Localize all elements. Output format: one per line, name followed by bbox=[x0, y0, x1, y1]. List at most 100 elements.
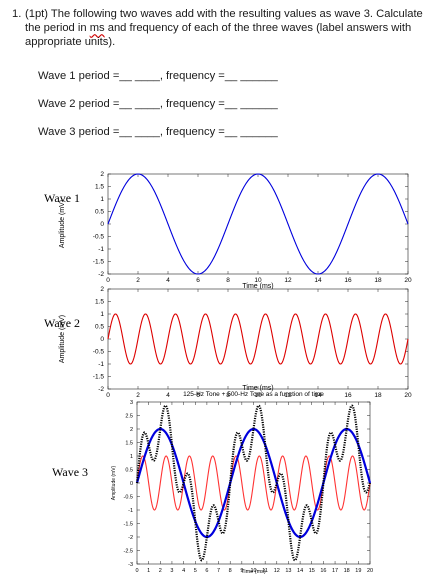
plot-frame bbox=[136, 401, 371, 565]
y-tick-label: -1 bbox=[98, 361, 104, 368]
question-text-end: and frequency of each of the three waves… bbox=[25, 22, 412, 49]
x-tick-label: 0 bbox=[106, 277, 110, 284]
frequency-blank[interactable]: __ ______ bbox=[224, 98, 278, 110]
series-line-3 bbox=[135, 404, 372, 562]
x-tick-label: 6 bbox=[196, 277, 200, 284]
series-line-1 bbox=[135, 427, 372, 539]
x-tick-label: 20 bbox=[404, 392, 412, 399]
frequency-label: , frequency = bbox=[159, 98, 225, 110]
chart-title: 125-Hz Tone + 500-Hz Tone as a function … bbox=[183, 391, 324, 398]
x-tick-label: 15 bbox=[309, 568, 315, 574]
x-tick-label: 4 bbox=[166, 392, 170, 399]
y-tick-label: 1 bbox=[100, 311, 104, 318]
y-tick-label: -3 bbox=[128, 562, 133, 568]
question-number: 1. bbox=[12, 8, 22, 20]
x-tick-label: 0 bbox=[135, 568, 138, 574]
x-tick-label: 2 bbox=[159, 568, 162, 574]
x-tick-label: 18 bbox=[344, 568, 350, 574]
y-tick-label: 1.5 bbox=[95, 299, 104, 306]
x-tick-label: 2 bbox=[136, 392, 140, 399]
y-tick-label: 0.5 bbox=[95, 324, 104, 331]
y-tick-label: 0 bbox=[100, 221, 104, 228]
period-blank[interactable]: __ ____ bbox=[119, 126, 160, 138]
x-tick-label: 1 bbox=[147, 568, 150, 574]
wave1-answer-row: Wave 1 period = __ ____, frequency = __ … bbox=[38, 70, 278, 82]
plot-frame bbox=[107, 173, 409, 275]
y-tick-label: -2 bbox=[128, 535, 133, 541]
x-tick-label: 20 bbox=[404, 277, 412, 284]
x-axis-label: Time (ms) bbox=[242, 283, 273, 290]
x-tick-label: 8 bbox=[229, 568, 232, 574]
x-tick-label: 16 bbox=[320, 568, 326, 574]
series-line-1 bbox=[107, 173, 409, 275]
x-tick-label: 7 bbox=[217, 568, 220, 574]
period-label: Wave 2 period = bbox=[38, 98, 120, 110]
frequency-label: , frequency = bbox=[159, 70, 225, 82]
y-tick-label: 1.5 bbox=[95, 184, 104, 191]
y-tick-label: -1.5 bbox=[93, 259, 105, 266]
x-axis-label: Time (ms) bbox=[242, 385, 273, 392]
ms-unit: ms bbox=[89, 22, 105, 35]
x-tick-label: 4 bbox=[166, 277, 170, 284]
period-blank[interactable]: __ ____ bbox=[119, 98, 160, 110]
wave2-answer-row: Wave 2 period = __ ____, frequency = __ … bbox=[38, 98, 278, 110]
x-tick-label: 17 bbox=[332, 568, 338, 574]
y-axis-label: Amplitude (mV) bbox=[59, 200, 66, 248]
x-tick-label: 8 bbox=[226, 277, 230, 284]
y-tick-label: 2 bbox=[130, 427, 133, 433]
plot-frame bbox=[107, 288, 409, 390]
y-axis-label: Amplitude (mV) bbox=[59, 315, 66, 363]
series-line-1 bbox=[107, 313, 409, 365]
y-tick-label: 1 bbox=[100, 196, 104, 203]
x-tick-label: 14 bbox=[297, 568, 303, 574]
x-tick-label: 16 bbox=[344, 277, 352, 284]
period-blank[interactable]: __ ____ bbox=[119, 70, 160, 82]
x-tick-label: 6 bbox=[205, 568, 208, 574]
y-tick-label: 3 bbox=[130, 400, 133, 406]
question-text-start: (1pt) The following two waves add with t… bbox=[25, 8, 423, 35]
y-tick-label: -0.5 bbox=[124, 495, 133, 501]
frequency-label: , frequency = bbox=[159, 126, 225, 138]
wave-side-label: Wave 3 bbox=[52, 465, 88, 479]
y-tick-label: 0 bbox=[130, 481, 133, 487]
y-tick-label: 1 bbox=[130, 454, 133, 460]
x-axis-label: Time (ms) bbox=[241, 569, 266, 575]
wave-side-label: Wave 2 bbox=[44, 316, 80, 330]
x-tick-label: 19 bbox=[355, 568, 361, 574]
x-tick-label: 2 bbox=[136, 277, 140, 284]
y-tick-label: 0.5 bbox=[125, 468, 133, 474]
x-tick-label: 12 bbox=[284, 277, 292, 284]
y-tick-label: -2 bbox=[98, 271, 104, 278]
period-label: Wave 1 period = bbox=[38, 70, 120, 82]
y-tick-label: 2.5 bbox=[125, 414, 133, 420]
frequency-blank[interactable]: __ ______ bbox=[224, 70, 278, 82]
x-tick-label: 20 bbox=[367, 568, 373, 574]
x-tick-label: 18 bbox=[374, 277, 382, 284]
x-tick-label: 0 bbox=[106, 392, 110, 399]
y-tick-label: -2 bbox=[98, 386, 104, 393]
y-tick-label: 0 bbox=[100, 336, 104, 343]
y-tick-label: 2 bbox=[100, 286, 104, 293]
x-tick-label: 18 bbox=[374, 392, 382, 399]
x-tick-label: 12 bbox=[274, 568, 280, 574]
x-tick-label: 6 bbox=[196, 392, 200, 399]
y-tick-label: -0.5 bbox=[93, 234, 105, 241]
y-axis-label: Amplitude (mV) bbox=[111, 465, 117, 500]
y-tick-label: 0.5 bbox=[95, 209, 104, 216]
x-tick-label: 10 bbox=[250, 568, 256, 574]
wave3-answer-row: Wave 3 period = __ ____, frequency = __ … bbox=[38, 126, 278, 138]
period-label: Wave 3 period = bbox=[38, 126, 120, 138]
frequency-blank[interactable]: __ ______ bbox=[224, 126, 278, 138]
x-tick-label: 13 bbox=[285, 568, 291, 574]
y-tick-label: 1.5 bbox=[125, 441, 133, 447]
x-tick-label: 10 bbox=[254, 392, 262, 399]
x-tick-label: 9 bbox=[240, 568, 243, 574]
y-tick-label: -1.5 bbox=[124, 522, 133, 528]
x-tick-label: 3 bbox=[170, 568, 173, 574]
y-tick-label: -2.5 bbox=[124, 549, 133, 555]
x-tick-label: 5 bbox=[194, 568, 197, 574]
x-tick-label: 12 bbox=[284, 392, 292, 399]
